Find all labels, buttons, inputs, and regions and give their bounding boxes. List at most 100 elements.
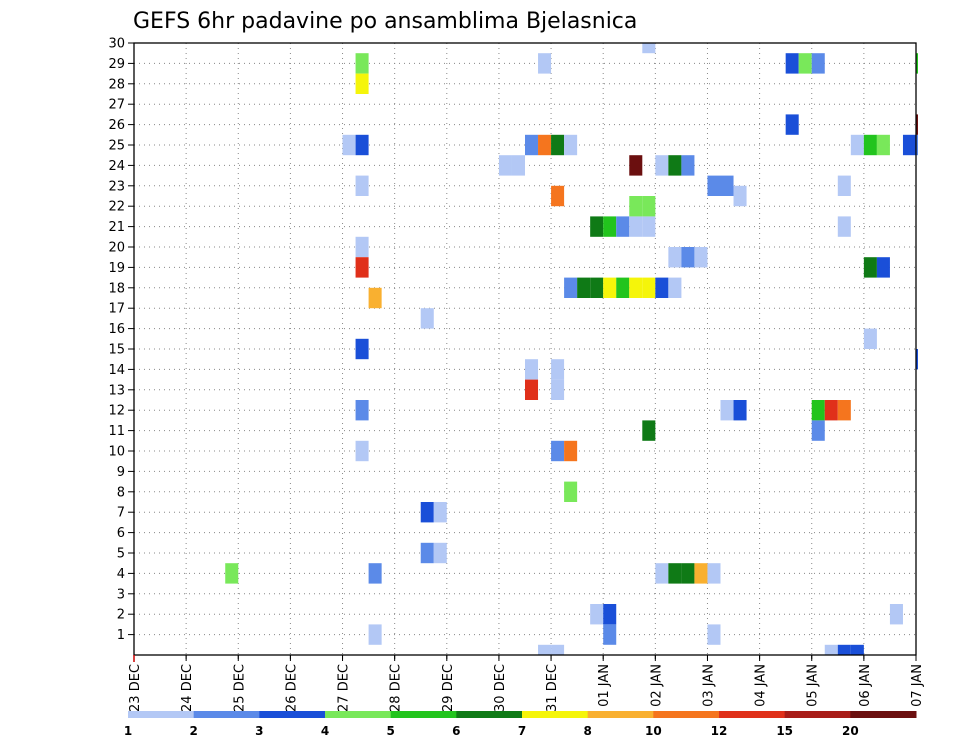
colorbar-swatch: [784, 711, 851, 718]
data-cell: [551, 440, 565, 462]
data-cell: [564, 440, 578, 462]
data-cell: [824, 644, 838, 655]
data-cell: [603, 604, 617, 625]
x-tick-label: 23 DEC: [128, 664, 143, 712]
y-tick-label: 9: [117, 465, 125, 480]
data-cell: [368, 287, 382, 309]
data-cell: [837, 216, 851, 237]
colorbar-swatch: [193, 711, 260, 718]
x-tick-label: 26 DEC: [284, 664, 299, 712]
data-cell: [720, 175, 734, 196]
y-tick-label: 6: [117, 526, 125, 541]
x-tick-label: 03 JAN: [701, 664, 716, 707]
data-cell: [876, 257, 890, 278]
data-cell: [590, 604, 604, 625]
colorbar-tick-label: 15: [776, 724, 793, 738]
y-tick-label: 15: [108, 343, 125, 358]
y-tick-label: 8: [117, 485, 125, 500]
data-cell: [798, 53, 812, 74]
colorbar-tick-label: 2: [189, 724, 197, 738]
data-cell: [642, 420, 656, 441]
data-cell: [603, 216, 617, 237]
data-cells: [225, 43, 918, 655]
data-cell: [355, 175, 369, 196]
x-axis: 23 DEC 24 DEC 25 DEC 26 DEC 27 DEC 28 DEC 29 D…: [128, 655, 925, 712]
colorbar-tick-label: 12: [711, 724, 728, 738]
colorbar-tick-label: 10: [645, 724, 662, 738]
data-cell: [694, 247, 708, 268]
data-cell: [551, 185, 565, 207]
data-cell: [342, 134, 356, 156]
data-cell: [642, 196, 656, 217]
data-cell: [655, 155, 669, 176]
grid-lines: [134, 43, 916, 655]
y-tick-label: 1: [117, 628, 125, 643]
data-cell: [355, 257, 369, 278]
x-tick-label: 25 DEC: [232, 664, 247, 712]
data-cell: [785, 114, 799, 135]
y-tick-label: 20: [108, 241, 125, 256]
data-cell: [629, 196, 643, 217]
data-cell: [551, 644, 565, 655]
data-cell: [433, 502, 447, 523]
data-cell: [668, 247, 682, 268]
data-cell: [551, 379, 565, 400]
data-cell: [902, 134, 916, 156]
data-cell: [916, 349, 918, 370]
data-cell: [355, 53, 369, 74]
data-cell: [668, 277, 682, 298]
colorbar-tick-label: 8: [583, 724, 591, 738]
data-cell: [837, 400, 851, 421]
data-cell: [225, 563, 239, 584]
colorbar-tick-label: 20: [842, 724, 859, 738]
y-tick-label: 4: [117, 567, 125, 582]
data-cell: [681, 155, 695, 176]
data-cell: [433, 542, 447, 564]
colorbar-swatch: [850, 711, 917, 718]
y-tick-label: 22: [108, 200, 125, 215]
data-cell: [707, 175, 721, 196]
data-cell: [603, 624, 617, 645]
data-cell: [811, 420, 825, 441]
data-cell: [590, 216, 604, 237]
colorbar-swatch: [259, 711, 326, 718]
data-cell: [916, 53, 918, 74]
data-cell: [355, 134, 369, 156]
data-cell: [668, 155, 682, 176]
data-cell: [538, 53, 552, 74]
y-axis: 1234567891011121314151617181920212223242…: [108, 37, 134, 643]
y-tick-label: 12: [108, 404, 125, 419]
data-cell: [564, 277, 578, 298]
colorbar-swatch: [325, 711, 392, 718]
y-tick-label: 24: [108, 159, 125, 174]
data-cell: [681, 563, 695, 584]
data-cell: [642, 277, 656, 298]
data-cell: [616, 216, 630, 237]
colorbar-tick-label: 4: [321, 724, 329, 738]
y-tick-label: 18: [108, 281, 125, 296]
x-tick-label: 05 JAN: [806, 664, 821, 707]
data-cell: [642, 216, 656, 237]
data-cell: [668, 563, 682, 584]
data-cell: [551, 359, 565, 380]
colorbar: 1 2 3 4 5 6 7 8 10 12 15 20: [124, 711, 917, 738]
colorbar-swatch: [522, 711, 589, 718]
x-tick-label: 27 DEC: [337, 664, 352, 712]
colorbar-swatch: [128, 711, 195, 718]
data-cell: [355, 236, 369, 258]
colorbar-swatch: [653, 711, 720, 718]
x-tick-label: 24 DEC: [180, 664, 195, 712]
x-tick-label: 04 JAN: [754, 664, 769, 707]
data-cell: [863, 134, 877, 156]
y-tick-label: 2: [117, 608, 125, 623]
data-cell: [564, 134, 578, 156]
x-tick-label: 02 JAN: [649, 664, 664, 707]
data-cell: [629, 216, 643, 237]
x-tick-label: 29 DEC: [441, 664, 456, 712]
data-cell: [551, 134, 565, 156]
colorbar-tick-label: 5: [386, 724, 394, 738]
y-tick-label: 23: [108, 179, 125, 194]
data-cell: [420, 502, 434, 523]
y-tick-label: 25: [108, 139, 125, 154]
y-tick-label: 10: [108, 445, 125, 460]
